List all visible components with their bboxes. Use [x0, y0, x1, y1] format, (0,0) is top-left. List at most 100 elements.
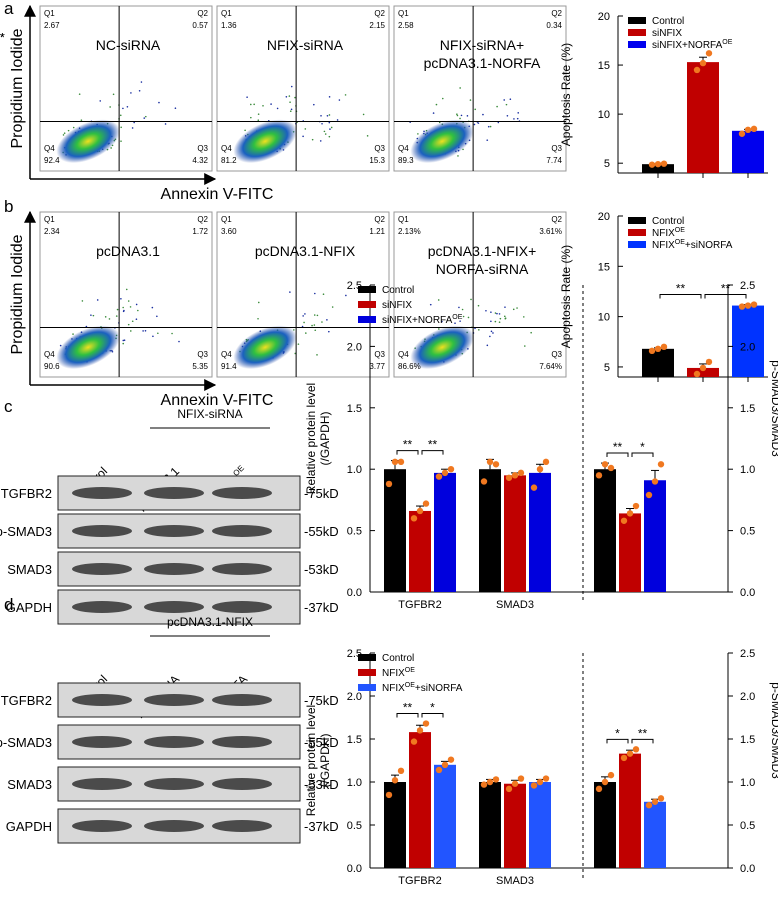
- data-point: [422, 500, 430, 507]
- tick-label: 20: [598, 11, 610, 23]
- event-dot: [461, 308, 464, 311]
- event-dot: [499, 317, 502, 320]
- quadrant-value: 92.4: [44, 156, 60, 165]
- legend-name: NFIX: [652, 240, 675, 251]
- event-dot: [250, 116, 252, 119]
- data-point: [486, 458, 494, 466]
- legend-label: Control: [382, 653, 414, 664]
- size-label: -53kD: [304, 777, 339, 792]
- event-dot: [456, 114, 459, 117]
- event-dot: [313, 324, 316, 326]
- event-dot: [326, 319, 328, 321]
- data-point: [410, 738, 418, 745]
- event-dot: [490, 330, 493, 333]
- quadrant-value: 2.67: [44, 21, 60, 30]
- data-point: [744, 126, 752, 134]
- event-dot: [322, 293, 325, 296]
- quadrant-value: 15.3: [369, 156, 385, 165]
- legend-label: NFIXOE+siNORFA: [382, 682, 463, 694]
- event-dot: [516, 117, 519, 120]
- data-point: [486, 778, 494, 786]
- data-point: [601, 461, 609, 468]
- quadrant-value: 2.34: [44, 227, 60, 236]
- data-point: [397, 458, 405, 466]
- legend-swatch: [628, 217, 646, 224]
- event-dot: [116, 308, 119, 311]
- event-dot: [270, 103, 272, 105]
- event-dot: [164, 123, 167, 125]
- legend-label: siNFIX+NORFAOE: [382, 314, 463, 326]
- event-dot: [112, 93, 115, 96]
- event-dot: [459, 117, 461, 120]
- event-dot: [345, 294, 347, 297]
- y-axis-label: (/GAPDH): [318, 411, 332, 465]
- event-dot: [489, 125, 492, 128]
- quadrant-name: Q2: [551, 9, 562, 18]
- event-dot: [473, 123, 476, 126]
- event-dot: [462, 315, 465, 318]
- blot-band: [144, 487, 204, 499]
- data-point: [441, 761, 449, 768]
- event-dot: [498, 321, 501, 323]
- tick-label: 2.5: [740, 280, 755, 292]
- data-point: [699, 59, 707, 67]
- event-dot: [62, 134, 65, 136]
- blot-band: [144, 736, 204, 748]
- significance-label: **: [0, 30, 5, 44]
- event-dot: [305, 332, 307, 334]
- bar: [594, 469, 616, 592]
- event-dot: [143, 117, 146, 119]
- data-point: [654, 160, 662, 168]
- legend-sup: OE: [452, 314, 462, 321]
- quadrant-name: Q1: [398, 215, 409, 224]
- event-dot: [486, 139, 489, 141]
- bar: [409, 510, 431, 592]
- legend-label: NFIXOE+siNORFA: [652, 239, 733, 251]
- event-dot: [503, 99, 506, 101]
- quadrant-name: Q2: [197, 215, 208, 224]
- legend-name: Control: [652, 216, 684, 227]
- event-dot: [122, 342, 125, 345]
- event-dot: [244, 129, 246, 132]
- bar: [687, 62, 719, 173]
- data-point: [660, 160, 668, 167]
- quadrant-name: Q1: [221, 9, 232, 18]
- significance-label: **: [721, 282, 731, 296]
- event-dot: [78, 93, 81, 95]
- data-point: [416, 727, 424, 734]
- significance-bracket: [606, 738, 629, 744]
- legend-label: NFIXOE: [382, 667, 415, 679]
- event-dot: [96, 299, 99, 301]
- event-dot: [362, 113, 365, 116]
- bar: [434, 472, 456, 592]
- event-dot: [494, 312, 497, 314]
- event-dot: [135, 318, 138, 320]
- data-point: [530, 782, 538, 789]
- data-point: [542, 775, 550, 782]
- data-point: [632, 746, 640, 753]
- event-dot: [285, 96, 288, 98]
- row-label: TGFBR2: [1, 486, 52, 501]
- significance-label: **: [403, 701, 413, 715]
- event-dot: [314, 292, 316, 295]
- significance-label: **: [638, 726, 648, 740]
- legend-sup: OE: [675, 239, 685, 246]
- event-dot: [157, 332, 159, 335]
- quadrant-value: 0.34: [546, 21, 562, 30]
- event-dot: [90, 314, 92, 316]
- event-dot: [487, 125, 490, 128]
- event-dot: [140, 81, 143, 83]
- event-dot: [262, 104, 264, 107]
- blot-band: [144, 563, 204, 575]
- event-dot: [311, 138, 314, 141]
- data-point: [435, 473, 443, 480]
- event-dot: [129, 330, 132, 332]
- group-label: pcDNA3.1-NFIX: [167, 615, 253, 629]
- row-label: p-SMAD3: [0, 735, 52, 750]
- legend-swatch: [358, 316, 376, 323]
- event-dot: [257, 317, 259, 320]
- legend-swatch: [358, 301, 376, 308]
- quadrant-value: 90.6: [44, 362, 60, 371]
- legend-name: Control: [382, 653, 414, 664]
- data-point: [530, 484, 538, 491]
